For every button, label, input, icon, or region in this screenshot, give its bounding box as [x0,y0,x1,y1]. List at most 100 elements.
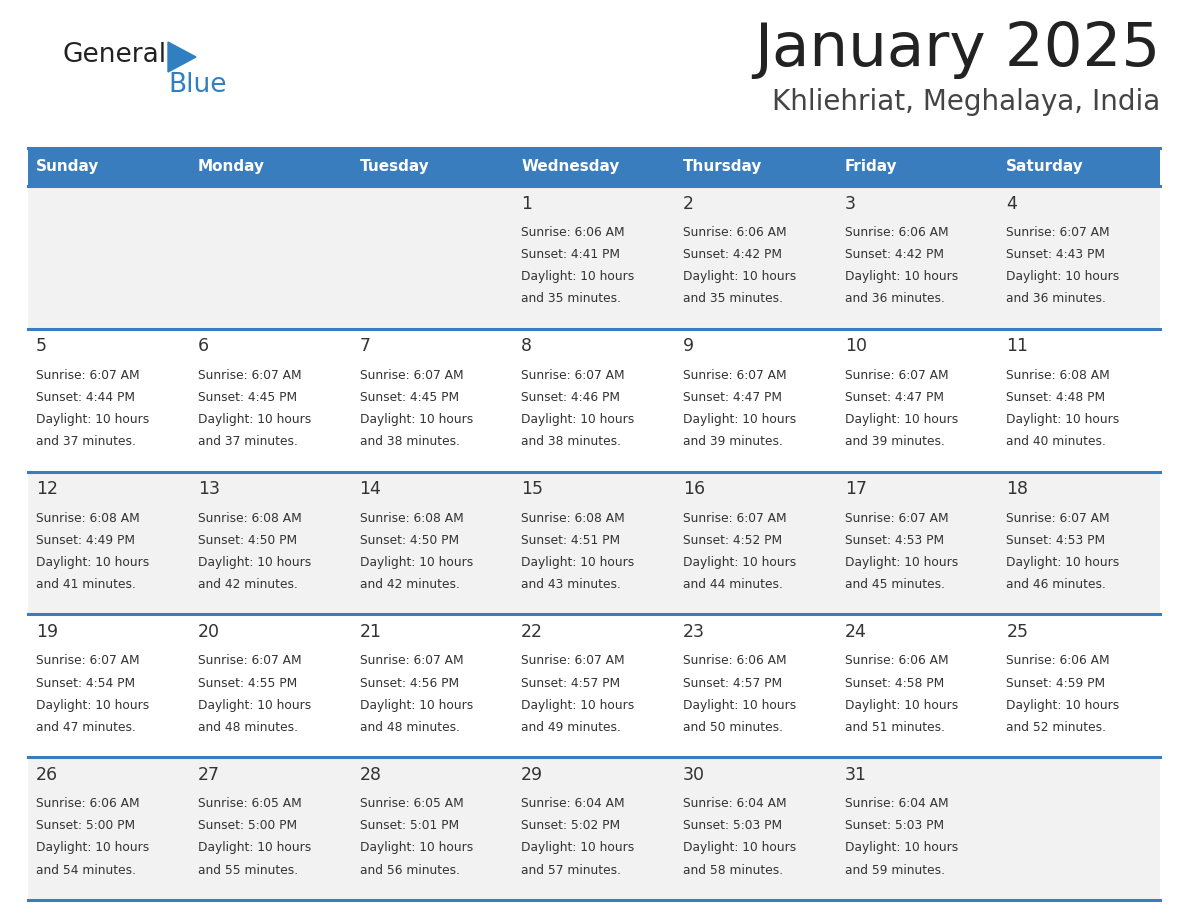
Text: 30: 30 [683,766,704,784]
Text: Sunset: 4:50 PM: Sunset: 4:50 PM [360,533,459,547]
Text: Daylight: 10 hours: Daylight: 10 hours [1006,556,1119,569]
Text: and 58 minutes.: and 58 minutes. [683,864,783,877]
Text: Thursday: Thursday [683,160,763,174]
Text: Daylight: 10 hours: Daylight: 10 hours [360,413,473,426]
Text: Sunset: 4:42 PM: Sunset: 4:42 PM [845,248,943,261]
Text: Daylight: 10 hours: Daylight: 10 hours [845,842,958,855]
Text: 20: 20 [197,623,220,641]
Text: and 37 minutes.: and 37 minutes. [36,435,135,448]
Text: 26: 26 [36,766,58,784]
Text: 25: 25 [1006,623,1029,641]
Text: Sunset: 4:43 PM: Sunset: 4:43 PM [1006,248,1105,261]
Text: Sunset: 4:47 PM: Sunset: 4:47 PM [845,391,943,404]
Text: and 44 minutes.: and 44 minutes. [683,578,783,591]
Text: 21: 21 [360,623,381,641]
Text: Daylight: 10 hours: Daylight: 10 hours [683,413,796,426]
Text: and 54 minutes.: and 54 minutes. [36,864,137,877]
Text: Daylight: 10 hours: Daylight: 10 hours [1006,270,1119,284]
Text: Daylight: 10 hours: Daylight: 10 hours [845,556,958,569]
Text: Sunset: 5:02 PM: Sunset: 5:02 PM [522,820,620,833]
Text: and 46 minutes.: and 46 minutes. [1006,578,1106,591]
Text: 31: 31 [845,766,867,784]
Text: Sunrise: 6:07 AM: Sunrise: 6:07 AM [1006,511,1110,524]
Text: 27: 27 [197,766,220,784]
Text: Sunrise: 6:07 AM: Sunrise: 6:07 AM [360,655,463,667]
Text: and 37 minutes.: and 37 minutes. [197,435,298,448]
Text: 3: 3 [845,195,855,213]
Text: 29: 29 [522,766,543,784]
Text: Daylight: 10 hours: Daylight: 10 hours [522,842,634,855]
Text: and 45 minutes.: and 45 minutes. [845,578,944,591]
Text: Sunset: 5:03 PM: Sunset: 5:03 PM [683,820,782,833]
Text: Daylight: 10 hours: Daylight: 10 hours [360,556,473,569]
Text: Sunrise: 6:06 AM: Sunrise: 6:06 AM [845,226,948,239]
Text: Sunset: 5:00 PM: Sunset: 5:00 PM [197,820,297,833]
Text: Sunrise: 6:05 AM: Sunrise: 6:05 AM [197,797,302,811]
Text: Daylight: 10 hours: Daylight: 10 hours [1006,413,1119,426]
Text: 4: 4 [1006,195,1017,213]
Text: Daylight: 10 hours: Daylight: 10 hours [683,556,796,569]
Text: Sunrise: 6:06 AM: Sunrise: 6:06 AM [522,226,625,239]
Text: Sunset: 4:41 PM: Sunset: 4:41 PM [522,248,620,261]
Text: Daylight: 10 hours: Daylight: 10 hours [845,270,958,284]
Text: Sunrise: 6:07 AM: Sunrise: 6:07 AM [522,655,625,667]
Text: Sunrise: 6:08 AM: Sunrise: 6:08 AM [36,511,140,524]
Text: and 36 minutes.: and 36 minutes. [845,293,944,306]
Text: 7: 7 [360,338,371,355]
Bar [29,186,1159,329]
Text: Sunset: 4:51 PM: Sunset: 4:51 PM [522,533,620,547]
Text: Sunrise: 6:08 AM: Sunrise: 6:08 AM [522,511,625,524]
Text: and 50 minutes.: and 50 minutes. [683,721,783,733]
Bar [29,614,1159,757]
Text: 1: 1 [522,195,532,213]
Text: Sunrise: 6:08 AM: Sunrise: 6:08 AM [197,511,302,524]
Text: 15: 15 [522,480,543,498]
Text: and 35 minutes.: and 35 minutes. [522,293,621,306]
Text: 23: 23 [683,623,704,641]
Text: 28: 28 [360,766,381,784]
Text: and 36 minutes.: and 36 minutes. [1006,293,1106,306]
Text: Sunrise: 6:07 AM: Sunrise: 6:07 AM [197,655,302,667]
Text: Daylight: 10 hours: Daylight: 10 hours [683,270,796,284]
Text: Sunset: 4:48 PM: Sunset: 4:48 PM [1006,391,1106,404]
Text: Daylight: 10 hours: Daylight: 10 hours [36,842,150,855]
Text: and 55 minutes.: and 55 minutes. [197,864,298,877]
Text: 12: 12 [36,480,58,498]
Text: Sunset: 4:57 PM: Sunset: 4:57 PM [522,677,620,689]
Text: Sunset: 4:54 PM: Sunset: 4:54 PM [36,677,135,689]
Text: and 38 minutes.: and 38 minutes. [360,435,460,448]
Text: and 42 minutes.: and 42 minutes. [197,578,298,591]
Text: Daylight: 10 hours: Daylight: 10 hours [522,270,634,284]
Text: Sunset: 4:46 PM: Sunset: 4:46 PM [522,391,620,404]
Text: and 38 minutes.: and 38 minutes. [522,435,621,448]
Text: and 41 minutes.: and 41 minutes. [36,578,135,591]
Text: January 2025: January 2025 [753,20,1159,79]
Text: Blue: Blue [168,72,227,98]
Text: Daylight: 10 hours: Daylight: 10 hours [522,699,634,711]
Text: Khliehriat, Meghalaya, India: Khliehriat, Meghalaya, India [772,88,1159,116]
Text: Sunrise: 6:07 AM: Sunrise: 6:07 AM [845,369,948,382]
Text: 24: 24 [845,623,866,641]
Text: Tuesday: Tuesday [360,160,429,174]
Text: and 59 minutes.: and 59 minutes. [845,864,944,877]
Text: Sunset: 4:56 PM: Sunset: 4:56 PM [360,677,459,689]
Text: Sunset: 5:03 PM: Sunset: 5:03 PM [845,820,943,833]
Text: Sunrise: 6:04 AM: Sunrise: 6:04 AM [683,797,786,811]
Text: Daylight: 10 hours: Daylight: 10 hours [36,413,150,426]
Text: and 48 minutes.: and 48 minutes. [360,721,460,733]
Text: Sunset: 4:57 PM: Sunset: 4:57 PM [683,677,782,689]
Text: Sunrise: 6:08 AM: Sunrise: 6:08 AM [1006,369,1110,382]
Text: Daylight: 10 hours: Daylight: 10 hours [36,699,150,711]
Text: Sunset: 5:00 PM: Sunset: 5:00 PM [36,820,135,833]
Text: Friday: Friday [845,160,897,174]
Text: Sunrise: 6:06 AM: Sunrise: 6:06 AM [845,655,948,667]
Text: 5: 5 [36,338,48,355]
Text: Daylight: 10 hours: Daylight: 10 hours [197,842,311,855]
Text: Sunrise: 6:07 AM: Sunrise: 6:07 AM [197,369,302,382]
Text: and 39 minutes.: and 39 minutes. [683,435,783,448]
Text: 14: 14 [360,480,381,498]
Text: Daylight: 10 hours: Daylight: 10 hours [845,413,958,426]
Text: Sunrise: 6:06 AM: Sunrise: 6:06 AM [683,226,786,239]
Text: Daylight: 10 hours: Daylight: 10 hours [845,699,958,711]
Text: Daylight: 10 hours: Daylight: 10 hours [683,842,796,855]
